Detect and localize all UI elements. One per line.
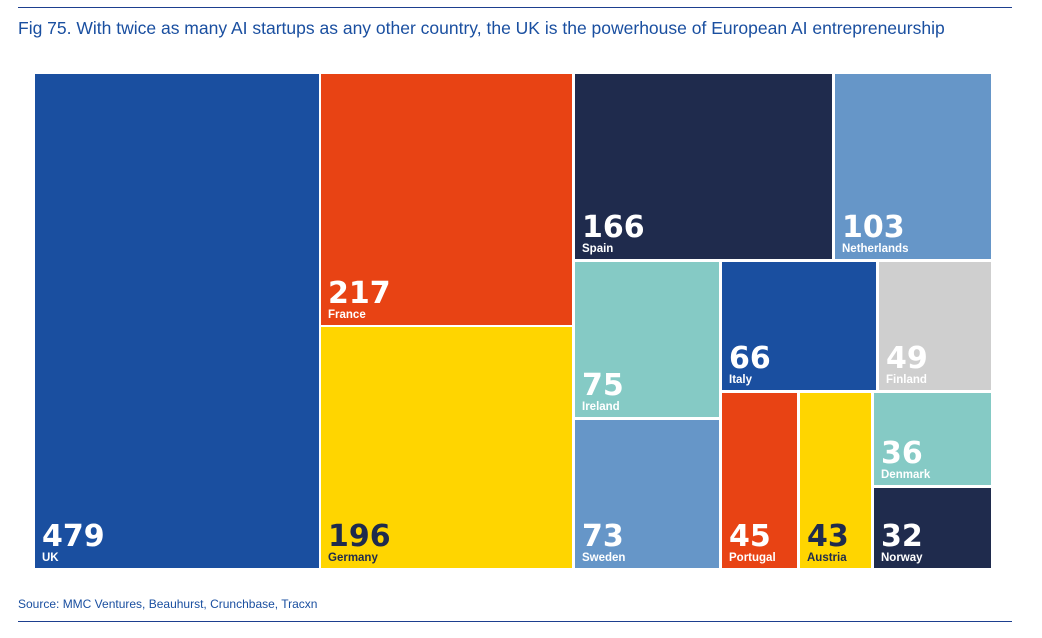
tile-rect-netherlands: [835, 74, 991, 259]
tile-rect-italy: [722, 262, 876, 390]
tile-label-italy: Italy: [729, 374, 753, 386]
chart-title: Fig 75. With twice as many AI startups a…: [18, 18, 945, 38]
tile-label-france: France: [328, 309, 366, 321]
tile-rect-denmark: [874, 393, 991, 485]
tile-label-denmark: Denmark: [881, 469, 931, 481]
tile-label-ireland: Ireland: [582, 401, 620, 413]
tile-value-ireland: 75: [582, 368, 624, 403]
tile-label-finland: Finland: [886, 374, 927, 386]
tile-value-spain: 166: [582, 210, 645, 245]
tile-rect-sweden: [575, 420, 719, 568]
tile-label-norway: Norway: [881, 552, 923, 564]
tile-value-austria: 43: [807, 519, 849, 554]
tile-rect-austria: [800, 393, 871, 568]
tile-value-portugal: 45: [729, 519, 771, 554]
tile-rect-uk: [35, 74, 319, 568]
bottom-rule: [18, 621, 1012, 622]
tile-label-netherlands: Netherlands: [842, 243, 908, 255]
tile-label-uk: UK: [42, 552, 59, 564]
tile-label-portugal: Portugal: [729, 552, 776, 564]
tile-rect-norway: [874, 488, 991, 568]
tile-value-italy: 66: [729, 341, 771, 376]
tile-rect-portugal: [722, 393, 797, 568]
tile-value-sweden: 73: [582, 519, 624, 554]
tile-label-germany: Germany: [328, 552, 378, 564]
top-rule: [18, 7, 1012, 8]
source-note: Source: MMC Ventures, Beauhurst, Crunchb…: [18, 597, 318, 611]
tile-value-denmark: 36: [881, 436, 923, 471]
tile-label-spain: Spain: [582, 243, 613, 255]
tile-value-uk: 479: [42, 519, 105, 554]
tile-rect-spain: [575, 74, 832, 259]
tile-value-germany: 196: [328, 519, 391, 554]
tile-label-austria: Austria: [807, 552, 847, 564]
tile-rect-finland: [879, 262, 991, 390]
tile-label-sweden: Sweden: [582, 552, 625, 564]
tile-rect-germany: [321, 327, 572, 568]
tile-rect-france: [321, 74, 572, 325]
tile-rect-ireland: [575, 262, 719, 417]
tile-value-norway: 32: [881, 519, 923, 554]
tile-value-finland: 49: [886, 341, 928, 376]
tile-value-france: 217: [328, 276, 391, 311]
tile-value-netherlands: 103: [842, 210, 905, 245]
